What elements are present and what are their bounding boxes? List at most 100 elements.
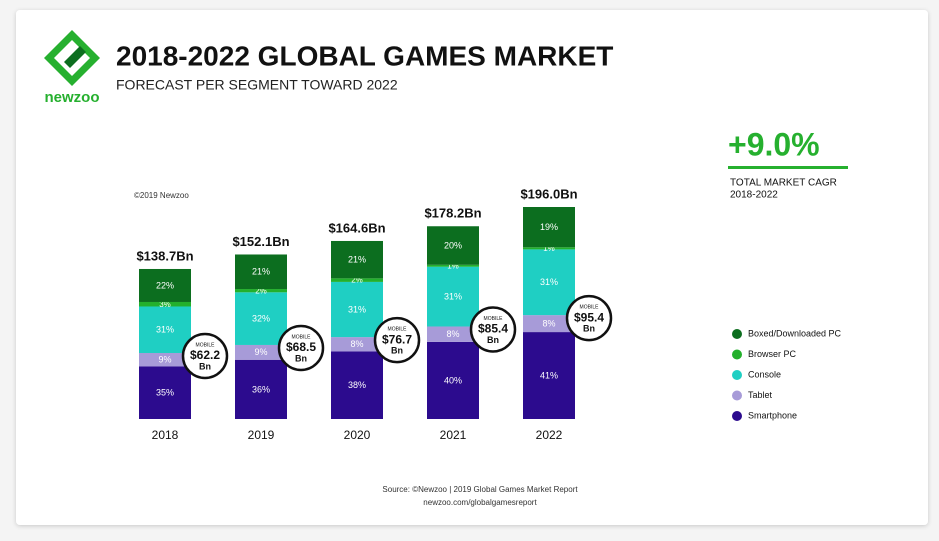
- bar-segment: [331, 278, 383, 282]
- mobile-unit: Bn: [391, 345, 403, 355]
- segment-label: 1%: [543, 244, 555, 253]
- cagr-underline: [728, 166, 848, 169]
- source-url: newzoo.com/globalgamesreport: [423, 498, 537, 507]
- mobile-value: $62.2: [190, 348, 220, 362]
- segment-label: 32%: [252, 314, 270, 324]
- bar-segment: [235, 289, 287, 293]
- mobile-unit: Bn: [487, 335, 499, 345]
- bar-segment: [331, 240, 383, 279]
- segment-label: 31%: [540, 277, 558, 287]
- segment-label: 3%: [159, 300, 171, 309]
- segment-label: 38%: [348, 380, 366, 390]
- chart-subtitle: FORECAST PER SEGMENT TOWARD 2022: [116, 77, 398, 93]
- legend-label: Browser PC: [748, 349, 797, 359]
- bar-segment: [235, 359, 287, 419]
- bar-segment: [235, 344, 287, 360]
- legend-label: Boxed/Downloaded PC: [748, 328, 842, 338]
- legend-swatch: [732, 370, 742, 380]
- bar-segment: [427, 264, 479, 267]
- segment-label: 19%: [540, 222, 558, 232]
- segment-label: 8%: [350, 339, 363, 349]
- bar-segment: [523, 315, 575, 333]
- legend-swatch: [732, 349, 742, 360]
- segment-label: 31%: [156, 325, 174, 335]
- mobile-value: $95.4: [574, 310, 604, 324]
- segment-label: 22%: [156, 280, 174, 290]
- segment-label: 35%: [156, 388, 174, 398]
- bar-segment: [235, 254, 287, 290]
- mobile-label: MOBILE: [484, 316, 504, 322]
- total-label: $196.0Bn: [520, 186, 577, 201]
- chart-title: 2018-2022 GLOBAL GAMES MARKET: [116, 40, 613, 71]
- cagr-period: 2018-2022: [730, 190, 778, 201]
- segment-label: 21%: [252, 267, 270, 277]
- mobile-unit: Bn: [295, 353, 307, 363]
- legend-label: Tablet: [748, 390, 773, 400]
- total-label: $138.7Bn: [136, 248, 193, 263]
- segment-label: 36%: [252, 384, 270, 394]
- mobile-value: $68.5: [286, 340, 316, 354]
- total-label: $164.6Bn: [328, 220, 385, 235]
- x-tick-label: 2022: [536, 428, 563, 442]
- bar-segment: [139, 366, 191, 419]
- segment-label: 1%: [447, 261, 459, 270]
- x-tick-label: 2019: [248, 428, 275, 442]
- segment-label: 41%: [540, 370, 558, 380]
- logo-text: newzoo: [45, 89, 100, 106]
- bar-segment: [139, 306, 191, 353]
- bar-segment: [139, 301, 191, 307]
- bar-segment: [139, 352, 191, 367]
- bar-segment: [427, 326, 479, 342]
- segment-label: 9%: [254, 347, 267, 357]
- x-tick-label: 2020: [344, 428, 371, 442]
- bar-segment: [331, 351, 383, 419]
- bar-segment: [523, 247, 575, 250]
- bar-segment: [523, 249, 575, 316]
- segment-label: 8%: [542, 318, 555, 328]
- segment-label: 40%: [444, 375, 462, 385]
- mobile-badge: [373, 316, 421, 364]
- bar-segment: [139, 268, 191, 302]
- legend-swatch: [732, 411, 742, 421]
- bar-segment: [523, 207, 575, 248]
- segment-label: 21%: [348, 255, 366, 265]
- x-tick-label: 2018: [152, 428, 179, 442]
- segment-label: 31%: [348, 304, 366, 314]
- segment-label: 2%: [255, 286, 267, 295]
- legend-swatch: [732, 329, 742, 339]
- bar-segment: [427, 341, 479, 419]
- copyright: ©2019 Newzoo: [134, 191, 189, 200]
- x-tick-label: 2021: [440, 428, 467, 442]
- mobile-badge: [469, 306, 517, 353]
- segment-label: 8%: [446, 329, 459, 339]
- bar-segment: [523, 332, 575, 419]
- bar-segment: [427, 266, 479, 327]
- mobile-unit: Bn: [199, 361, 211, 371]
- cagr-value: +9.0%: [728, 126, 820, 162]
- mobile-badge: [565, 294, 613, 342]
- mobile-label: MOBILE: [196, 342, 216, 348]
- bar-segment: [235, 292, 287, 345]
- bar-segment: [427, 226, 479, 265]
- mobile-unit: Bn: [583, 323, 595, 333]
- source: Source: ©Newzoo | 2019 Global Games Mark…: [382, 485, 578, 494]
- mobile-label: MOBILE: [388, 326, 408, 332]
- mobile-value: $76.7: [382, 332, 412, 346]
- total-label: $178.2Bn: [424, 206, 481, 221]
- bar-segment: [331, 337, 383, 352]
- legend-swatch: [732, 390, 742, 401]
- segment-label: 31%: [444, 291, 462, 301]
- bar-segment: [331, 281, 383, 338]
- mobile-badge: [277, 324, 325, 372]
- mobile-label: MOBILE: [292, 334, 312, 340]
- mobile-badge: [181, 332, 229, 380]
- mobile-label: MOBILE: [580, 304, 600, 310]
- legend-label: Smartphone: [748, 410, 797, 420]
- segment-label: 2%: [351, 276, 363, 285]
- segment-label: 9%: [158, 355, 171, 365]
- mobile-value: $85.4: [478, 322, 508, 336]
- legend-label: Console: [748, 369, 781, 379]
- cagr-label: TOTAL MARKET CAGR: [730, 178, 837, 189]
